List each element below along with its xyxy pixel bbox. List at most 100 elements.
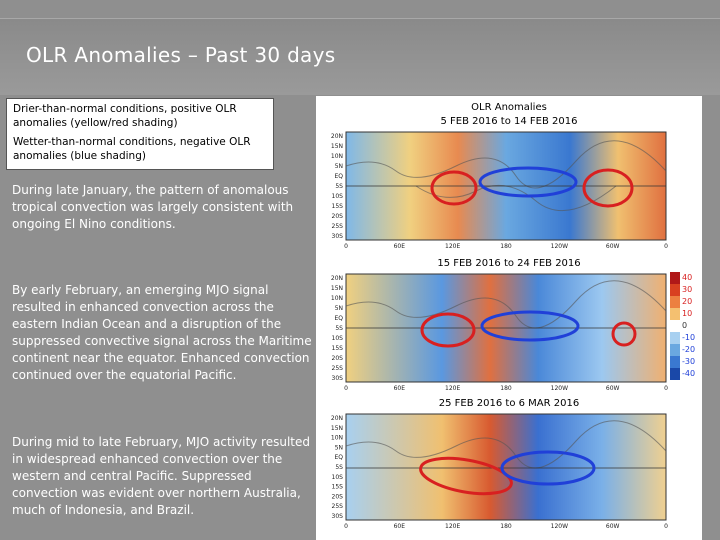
colorbar-swatch-20 — [670, 296, 680, 308]
map-header: OLR Anomalies — [471, 102, 547, 113]
olr-map-svg: OLR Anomalies 5 FEB 2016 to 14 FEB 2016 … — [331, 102, 695, 530]
panel-3-coastline — [345, 420, 667, 469]
latitude-tick-label: 10S — [332, 335, 344, 342]
legend-wetter: Wetter-than-normal conditions, negative … — [13, 136, 251, 162]
panel-1-period: 5 FEB 2016 to 14 FEB 2016 — [441, 116, 578, 127]
longitude-labels: 0 60E 120E 180 120W 60W 0 0 60E 120E 180 120W 60W 0 0 6… — [344, 243, 668, 530]
panel-2-blue-ellipse — [480, 310, 580, 342]
latitude-tick-label: 15N — [331, 285, 343, 292]
latitude-tick-label: 10S — [332, 193, 344, 200]
colorbar-label-neg20: -20 — [682, 345, 695, 354]
latitude-tick-label: 10S — [332, 474, 344, 481]
colorbar-label-20: 20 — [682, 297, 692, 306]
longitude-tick-label: 60E — [394, 523, 406, 530]
longitude-tick-label: 120W — [551, 385, 568, 392]
longitude-tick-label: 60W — [606, 523, 620, 530]
longitude-tick-label: 60E — [394, 385, 406, 392]
latitude-tick-label: 5S — [335, 183, 343, 190]
longitude-tick-label: 0 — [664, 523, 668, 530]
latitude-tick-label: EQ — [334, 454, 343, 461]
colorbar-swatch-neg30 — [670, 356, 680, 368]
longitude-tick-label: 0 — [344, 523, 348, 530]
latitude-tick-label: 5S — [335, 464, 343, 471]
longitude-tick-label: 120E — [445, 243, 460, 250]
latitude-tick-label: 20N — [331, 133, 343, 140]
panel-3-field — [345, 413, 667, 521]
latitude-tick-label: 30S — [332, 375, 344, 382]
longitude-tick-label: 180 — [500, 243, 512, 250]
longitude-tick-label: 60W — [606, 243, 620, 250]
paragraph-mid-late-february: During mid to late February, MJO activit… — [12, 435, 311, 517]
colorbar-label-30: 30 — [682, 285, 692, 294]
latitude-tick-label: 15N — [331, 425, 343, 432]
latitude-tick-label: 5N — [335, 305, 343, 312]
slide-title: OLR Anomalies – Past 30 days — [26, 43, 336, 67]
latitude-tick-label: 10N — [331, 295, 343, 302]
latitude-tick-label: 10N — [331, 435, 343, 442]
latitude-tick-label: 5N — [335, 163, 343, 170]
panel-1-coastline-2 — [415, 184, 617, 212]
latitude-tick-label: 20S — [332, 355, 344, 362]
latitude-tick-label: 30S — [332, 513, 344, 520]
paragraph-early-february: By early February, an emerging MJO signa… — [12, 283, 312, 382]
latitude-tick-label: EQ — [334, 315, 343, 322]
panel-1-coastline — [345, 140, 667, 189]
longitude-tick-label: 0 — [664, 243, 668, 250]
map-panel-2 — [345, 273, 667, 383]
map-panel-1 — [345, 131, 667, 241]
latitude-tick-label: 25S — [332, 223, 344, 230]
panel-3-blue-ellipse — [500, 450, 596, 486]
latitude-tick-label: 10N — [331, 153, 343, 160]
latitude-tick-label: 15S — [332, 484, 344, 491]
colorbar-swatch-40 — [670, 272, 680, 284]
panel-1-red-ellipse-west — [430, 170, 478, 206]
legend-box: Drier-than-normal conditions, positive O… — [6, 98, 274, 170]
panel-3-red-ellipse — [419, 456, 513, 496]
longitude-tick-label: 120E — [445, 523, 460, 530]
latitude-labels: 20N 15N 10N 5N EQ 5S 10S 15S 20S 25S 30S 20N 15N 10N 5… — [331, 133, 343, 520]
latitude-tick-label: 25S — [332, 365, 344, 372]
colorbar-label-10: 10 — [682, 309, 692, 318]
latitude-tick-label: 25S — [332, 503, 344, 510]
colorbar-swatch-neg10 — [670, 332, 680, 344]
latitude-tick-label: 5N — [335, 444, 343, 451]
colorbar-swatch-0 — [670, 320, 680, 332]
longitude-tick-label: 180 — [500, 523, 512, 530]
panel-1-blue-ellipse — [478, 166, 578, 198]
map-panel-3 — [345, 413, 667, 521]
colorbar-label-neg40: -40 — [682, 369, 695, 378]
latitude-tick-label: EQ — [334, 173, 343, 180]
title-bar: OLR Anomalies – Past 30 days — [0, 18, 720, 95]
latitude-tick-label: 20N — [331, 275, 343, 282]
olr-map-figure: OLR Anomalies 5 FEB 2016 to 14 FEB 2016 … — [316, 96, 702, 540]
colorbar-label-neg10: -10 — [682, 333, 695, 342]
paragraph-late-january: During late January, the pattern of anom… — [12, 183, 294, 231]
latitude-tick-label: 20S — [332, 213, 344, 220]
latitude-tick-label: 20S — [332, 493, 344, 500]
panel-2-coastline — [345, 280, 667, 329]
legend-drier: Drier-than-normal conditions, positive O… — [13, 103, 237, 129]
colorbar: 40 30 20 10 0 -10 -20 -30 -40 — [670, 272, 695, 380]
latitude-tick-label: 15S — [332, 345, 344, 352]
longitude-tick-label: 0 — [344, 243, 348, 250]
longitude-tick-label: 0 — [664, 385, 668, 392]
latitude-tick-label: 15N — [331, 143, 343, 150]
longitude-tick-label: 120W — [551, 523, 568, 530]
panel-2-red-ellipse-east — [611, 321, 637, 347]
colorbar-swatch-neg40 — [670, 368, 680, 380]
colorbar-swatch-30 — [670, 284, 680, 296]
panel-1-red-ellipse-east — [582, 168, 634, 208]
colorbar-label-0: 0 — [682, 321, 687, 330]
latitude-tick-label: 30S — [332, 233, 344, 240]
latitude-tick-label: 5S — [335, 325, 343, 332]
latitude-tick-label: 15S — [332, 203, 344, 210]
colorbar-label-neg30: -30 — [682, 357, 695, 366]
colorbar-swatch-10 — [670, 308, 680, 320]
colorbar-label-40: 40 — [682, 273, 692, 282]
longitude-tick-label: 60E — [394, 243, 406, 250]
panel-3-period: 25 FEB 2016 to 6 MAR 2016 — [439, 398, 579, 409]
latitude-tick-label: 20N — [331, 415, 343, 422]
longitude-tick-label: 120E — [445, 385, 460, 392]
longitude-tick-label: 60W — [606, 385, 620, 392]
longitude-tick-label: 0 — [344, 385, 348, 392]
